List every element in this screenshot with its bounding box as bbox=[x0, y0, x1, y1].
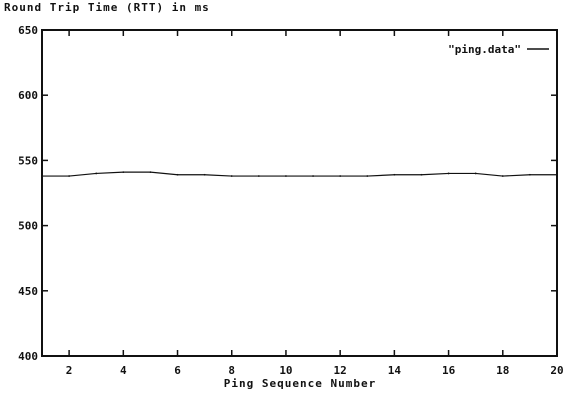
data-point bbox=[95, 172, 98, 175]
data-point bbox=[149, 171, 152, 174]
data-point bbox=[41, 175, 43, 177]
x-axis-label: Ping Sequence Number bbox=[223, 377, 377, 390]
data-point bbox=[257, 175, 260, 177]
data-point bbox=[474, 172, 477, 175]
axis-ticks: 400 450 500 550 600 650 2 4 6 8 10 12 14 16 18 20 bbox=[18, 24, 564, 377]
data-point bbox=[528, 173, 531, 176]
y-tick-label: 450 bbox=[18, 285, 38, 298]
x-tick-label: 4 bbox=[120, 364, 127, 377]
x-tick-label: 18 bbox=[496, 364, 509, 377]
legend: "ping.data" bbox=[448, 43, 549, 56]
data-point bbox=[393, 173, 396, 176]
data-point bbox=[312, 175, 314, 177]
legend-label: "ping.data" bbox=[448, 43, 521, 56]
y-tick-label: 600 bbox=[18, 89, 38, 102]
data-point bbox=[122, 171, 125, 174]
data-point bbox=[230, 175, 233, 177]
y-tick-label: 550 bbox=[18, 154, 38, 167]
data-point bbox=[556, 173, 558, 176]
data-point bbox=[339, 175, 342, 177]
data-point bbox=[501, 175, 504, 177]
x-tick-label: 14 bbox=[388, 364, 402, 377]
x-tick-label: 20 bbox=[550, 364, 563, 377]
series-line bbox=[42, 171, 557, 177]
x-tick-label: 2 bbox=[66, 364, 73, 377]
data-point bbox=[420, 173, 423, 176]
data-point bbox=[447, 172, 450, 175]
series-layer bbox=[41, 171, 558, 177]
x-tick-label: 10 bbox=[279, 364, 292, 377]
x-tick-label: 6 bbox=[174, 364, 181, 377]
data-point bbox=[203, 173, 206, 176]
x-tick-label: 16 bbox=[442, 364, 456, 377]
data-point bbox=[176, 173, 179, 176]
data-point bbox=[285, 175, 287, 177]
x-tick-label: 8 bbox=[228, 364, 235, 377]
y-tick-label: 500 bbox=[18, 220, 38, 233]
y-tick-label: 650 bbox=[18, 24, 38, 37]
data-point bbox=[68, 175, 71, 177]
chart-title: Round Trip Time (RTT) in ms bbox=[4, 1, 210, 14]
data-point bbox=[366, 175, 369, 177]
plot-area-frame bbox=[41, 29, 558, 357]
x-tick-label: 12 bbox=[334, 364, 347, 377]
y-tick-label: 400 bbox=[18, 350, 38, 363]
